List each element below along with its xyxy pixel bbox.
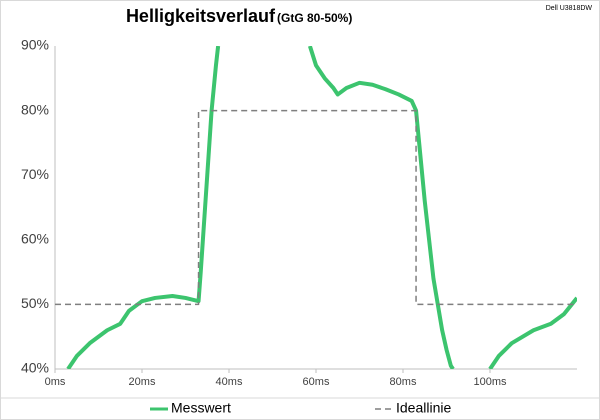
series-line xyxy=(66,46,577,369)
x-tick-label: 80ms xyxy=(390,376,417,388)
y-tick-label: 90% xyxy=(21,37,49,53)
legend-label: Messwert xyxy=(171,400,231,416)
y-tick-label: 50% xyxy=(21,295,49,311)
chart-subtitle: (GtG 80-50%) xyxy=(277,11,352,25)
annotation: Dell U3818DW xyxy=(546,5,593,12)
y-tick-label: 40% xyxy=(21,360,49,376)
legend-label: Ideallinie xyxy=(396,400,451,416)
x-tick-label: 20ms xyxy=(129,376,156,388)
x-tick-label: 0ms xyxy=(45,376,66,388)
chart-title: Helligkeitsverlauf xyxy=(126,6,276,26)
x-tick-label: 40ms xyxy=(216,376,243,388)
y-tick-label: 70% xyxy=(21,166,49,182)
series-line xyxy=(55,109,577,306)
x-tick-label: 100ms xyxy=(473,376,507,388)
y-tick-label: 60% xyxy=(21,231,49,247)
x-tick-label: 60ms xyxy=(303,376,330,388)
y-tick-label: 80% xyxy=(21,101,49,117)
